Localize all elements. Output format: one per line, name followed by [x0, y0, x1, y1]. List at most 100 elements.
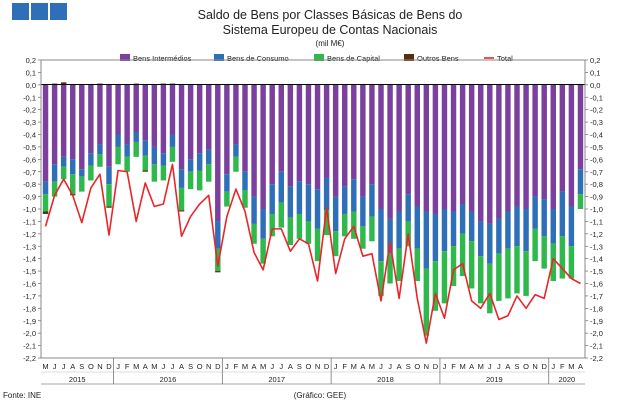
- bar-segment: [387, 84, 393, 219]
- bar-segment: [405, 194, 411, 222]
- bar-segment: [224, 191, 230, 207]
- bar-segment: [287, 186, 294, 218]
- y-tick-label-left: -0,8: [23, 180, 36, 189]
- bar-segment: [124, 84, 130, 145]
- y-tick-label-left: -0,4: [23, 131, 36, 140]
- bar-segment: [577, 169, 584, 195]
- bar-segment: [196, 170, 203, 191]
- bar-segment: [178, 84, 185, 170]
- bar-segment: [287, 217, 294, 246]
- bar-segment: [160, 165, 167, 181]
- bar-segment: [124, 144, 130, 157]
- x-tick-label: M: [242, 362, 248, 371]
- bar-segment: [215, 271, 221, 273]
- bar-segment: [60, 82, 67, 85]
- bar-segment: [142, 155, 148, 171]
- x-tick-label: M: [133, 362, 139, 371]
- x-tick-label: F: [560, 362, 565, 371]
- bar-segment: [387, 218, 393, 254]
- bar-segment: [478, 221, 484, 257]
- chart-title-line2: Sistema Europeu de Contas Nacionais: [223, 23, 438, 37]
- bar-segment: [206, 149, 212, 165]
- bar-segment: [187, 159, 194, 172]
- y-tick-label-right: -2,1: [590, 342, 603, 351]
- legend: Bens Intermédios Bens de Consumo Bens de C…: [120, 54, 513, 63]
- bar-segment: [577, 84, 584, 170]
- y-tick-label-right: -0,4: [590, 131, 603, 140]
- bar-segment: [505, 211, 511, 249]
- x-tick-label: F: [451, 362, 456, 371]
- x-tick-label: D: [541, 362, 547, 371]
- legend-swatch: [314, 54, 324, 61]
- y-tick-label-left: -0,6: [23, 155, 36, 164]
- y-tick-label-right: -1,5: [590, 267, 603, 276]
- bar-segment: [505, 248, 511, 299]
- bar-segment: [323, 177, 330, 211]
- bar-segment: [514, 84, 520, 207]
- bar-segment: [88, 153, 94, 166]
- x-tick-label: A: [288, 362, 293, 371]
- bar-segment: [124, 156, 130, 172]
- bar-segment: [432, 213, 439, 262]
- bar-segment: [42, 181, 49, 195]
- credit-note: (Gráfico: GEE): [294, 391, 347, 400]
- bar-segment: [459, 233, 466, 277]
- legend-swatch: [214, 54, 224, 61]
- y-tick-label-left: -1,8: [23, 304, 36, 313]
- bar-segment: [178, 210, 185, 212]
- x-tick-label: S: [297, 362, 302, 371]
- bar-segment: [142, 170, 148, 172]
- legend-label: Outros Bens: [417, 54, 459, 63]
- y-tick-label-right: -0,2: [590, 106, 603, 115]
- bar-segment: [242, 190, 248, 208]
- y-tick-label-left: -0,9: [23, 193, 36, 202]
- bar-segment: [369, 216, 375, 242]
- bar-segment: [496, 253, 502, 301]
- bar-segment: [206, 84, 212, 150]
- y-tick-label-right: -0,1: [590, 93, 603, 102]
- bar-segment: [423, 268, 430, 336]
- bar-segment: [478, 256, 484, 304]
- y-axis-left: 0,2 0,1 0,0 -0,1 -0,2 -0,3 -0,4 -0,5 -0,6 -0,7 -0,…: [23, 56, 41, 363]
- bar-segment: [60, 156, 67, 167]
- y-tick-label-left: -0,1: [23, 93, 36, 102]
- bar-segment: [423, 211, 430, 269]
- bar-segment: [514, 206, 520, 247]
- bar-segment: [106, 166, 112, 185]
- bar-segment: [332, 84, 339, 197]
- bar-segment: [468, 84, 475, 212]
- x-tick-label: D: [324, 362, 330, 371]
- bar-segment: [51, 164, 58, 182]
- bar-segment: [133, 84, 139, 133]
- y-tick-label-right: -2,0: [590, 329, 603, 338]
- x-tick-label: A: [397, 362, 402, 371]
- bar-segment: [423, 84, 430, 212]
- bar-segment: [532, 196, 538, 229]
- bar-segment: [450, 246, 457, 286]
- x-tick-label: A: [252, 362, 257, 371]
- y-tick-label-left: -1,1: [23, 217, 36, 226]
- bar-segment: [196, 84, 203, 154]
- y-tick-label-right: -0,5: [590, 143, 603, 152]
- y-tick-label-left: -1,9: [23, 317, 36, 326]
- bar-segment: [378, 84, 384, 209]
- bar-segment: [441, 209, 448, 252]
- x-tick-label: A: [70, 362, 75, 371]
- legend-swatch: [120, 54, 130, 61]
- y-tick-label-left: -2,1: [23, 342, 36, 351]
- bar-segment: [133, 132, 139, 142]
- x-tick-label: S: [188, 362, 193, 371]
- bar-segment: [305, 184, 312, 222]
- bar-segment: [532, 228, 538, 262]
- bar-segment: [314, 189, 321, 229]
- bar-segment: [568, 84, 575, 207]
- y-tick-label-left: -1,0: [23, 205, 36, 214]
- bar-segment: [151, 84, 158, 147]
- year-label: 2018: [377, 375, 394, 384]
- x-tick-label: S: [406, 362, 411, 371]
- x-tick-label: A: [578, 362, 583, 371]
- y-tick-label-right: -1,7: [590, 292, 603, 301]
- year-label: 2016: [160, 375, 177, 384]
